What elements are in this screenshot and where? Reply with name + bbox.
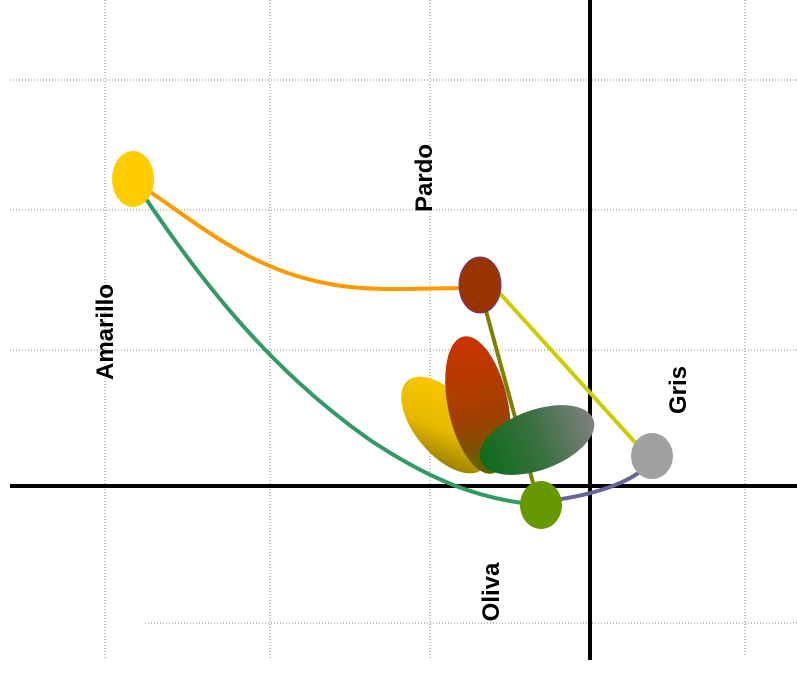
green-gray-petal [479,405,595,475]
petals [401,336,595,475]
node-gris [631,433,673,479]
nodes [112,151,673,529]
curve-pardo-gris [493,286,644,452]
axes [10,0,797,660]
label-amarillo: Amarillo [92,284,119,380]
labels: Amarillo Pardo Gris Oliva [92,144,692,621]
grid [10,0,797,660]
label-gris: Gris [665,366,692,414]
node-oliva [520,481,562,529]
curve-amarillo-pardo [138,183,472,291]
label-oliva: Oliva [478,562,505,621]
curve-amarillo-oliva [138,188,542,507]
node-amarillo [112,151,154,207]
node-pardo [458,256,502,314]
label-pardo: Pardo [411,144,438,212]
